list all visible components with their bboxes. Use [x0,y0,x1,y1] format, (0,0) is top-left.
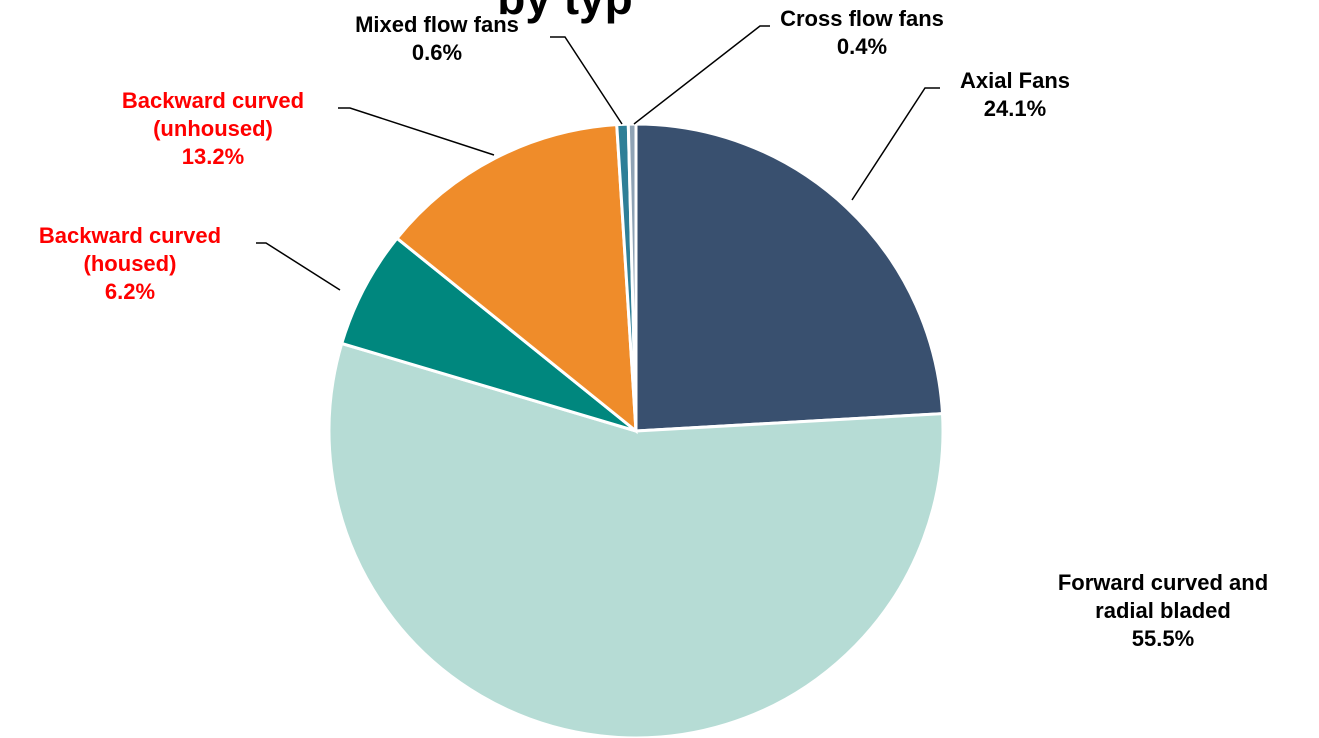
slice-percent: 6.2% [105,279,155,304]
slice-percent: 0.4% [837,34,887,59]
leader-line-2 [256,242,341,291]
slice-name-line: Cross flow fans [780,6,944,31]
slice-label: Mixed flow fans 0.6% [355,12,519,65]
pie-slice-cross-flow-fans [626,122,638,432]
slice-name-line: (unhoused) [153,116,273,141]
slice-name-line: (housed) [84,251,177,276]
slice-name-line: Backward curved [39,223,221,248]
slice-label: Backward curved (unhoused) 13.2% [122,88,304,169]
pie-slice-backward-curved-housed [339,236,637,433]
slice-name-line: radial bladed [1095,598,1231,623]
slice-percent: 0.6% [412,40,462,65]
slice-label: Backward curved (housed) 6.2% [39,223,221,304]
slice-percent: 13.2% [182,144,244,169]
slice-label: Cross flow fans 0.4% [780,6,944,59]
slice-name-line: Axial Fans [960,68,1070,93]
pie-slice-backward-curved-unhoused [394,123,638,435]
slice-name-line: Backward curved [122,88,304,113]
leader-line-4 [550,36,623,125]
slice-percent: 55.5% [1132,626,1194,651]
pie-slice-forward-curved-and-radial-bladed [327,341,945,738]
leader-lines [256,25,940,291]
slice-name-line: Mixed flow fans [355,12,519,37]
chart-title-fragment: by typ [497,0,632,24]
slice-labels: Axial Fans 24.1% Forward curved and radial … [39,6,1268,651]
slice-name-line: Forward curved and [1058,570,1268,595]
leader-line-3 [338,107,495,156]
slice-percent: 24.1% [984,96,1046,121]
slice-label: Axial Fans 24.1% [960,68,1070,121]
leader-line-0 [851,87,940,201]
pie-slice-axial-fans [634,122,945,433]
pie-slices [327,122,945,738]
slice-label: Forward curved and radial bladed 55.5% [1058,570,1268,651]
leader-line-5 [633,25,770,125]
